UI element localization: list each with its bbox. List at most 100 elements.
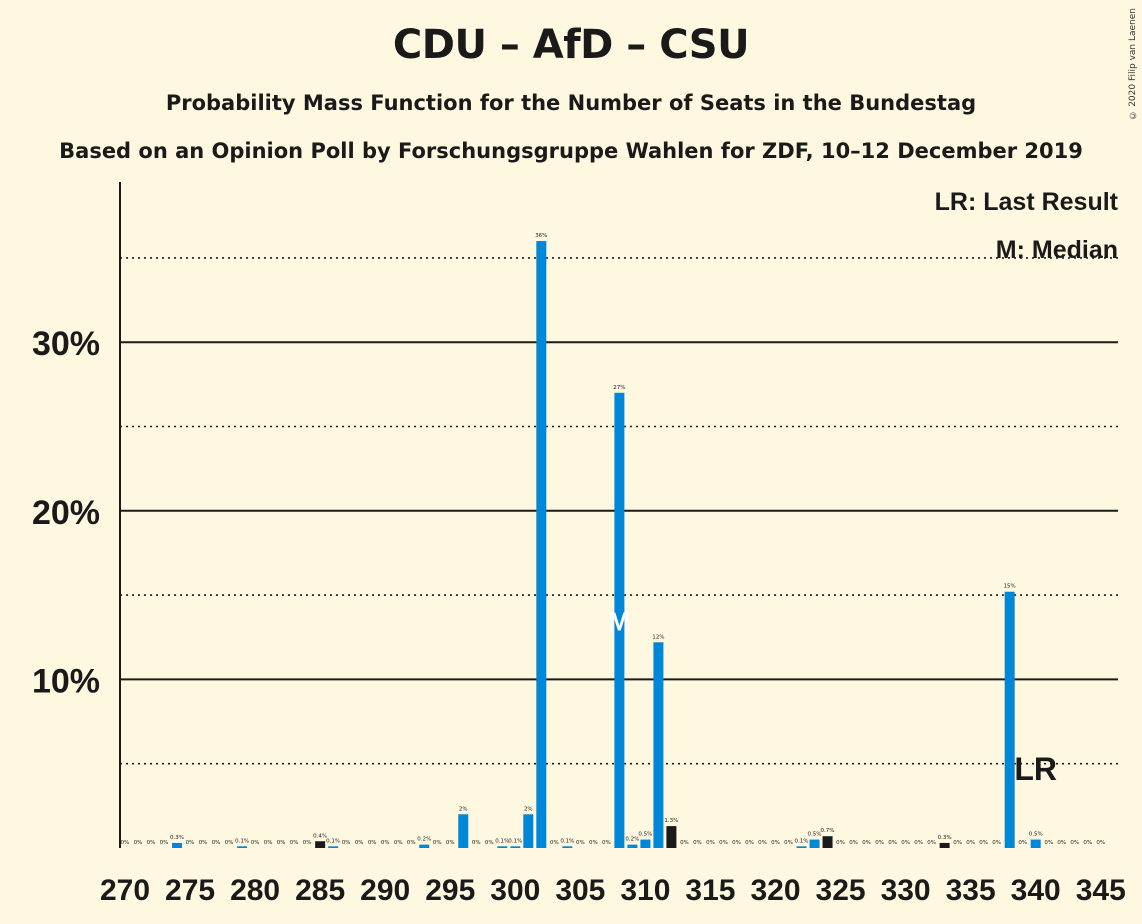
last-result-marker: LR [1014,751,1057,787]
x-tick-label: 330 [881,874,931,907]
bar-label-seat-278: 0% [225,840,234,846]
bar-label-seat-277: 0% [212,840,221,846]
bar-label-seat-325: 0% [836,840,845,846]
bar-seat-312 [666,826,677,848]
bar-label-seat-283: 0% [290,840,299,846]
median-marker: M [609,606,631,636]
bar-seat-322 [796,846,807,848]
bar-seat-293 [419,844,430,848]
bar-seat-324 [822,836,833,848]
chart-title: CDU – AfD – CSU [392,22,750,68]
bar-seat-300 [510,846,521,848]
bar-label-seat-319: 0% [758,840,767,846]
bar-seat-323 [809,839,820,848]
bar-label-seat-304: 0.1% [560,838,574,844]
bar-label-seat-306: 0% [589,840,598,846]
bar-label-seat-327: 0% [862,840,871,846]
bar-seat-309 [627,844,638,848]
y-tick-label: 30% [32,325,100,363]
bar-label-seat-345: 0% [1096,840,1105,846]
bar-label-seat-301: 2% [524,806,533,812]
x-tick-label: 310 [620,874,670,907]
x-tick-label: 305 [555,874,605,907]
bar-seat-333 [939,842,950,848]
bar-seat-279 [237,846,248,848]
bar-label-seat-273: 0% [160,840,169,846]
bar-seat-285 [315,841,326,848]
bar-seat-296 [458,814,469,848]
x-tick-label: 340 [1011,874,1061,907]
bar-labels: 0% 0% 0% 0%0.3%0% 0% 0% 0% 0.1% 0% 0% 0% 0% 0%0.4%0.… [121,233,1105,846]
x-tick-label: 300 [490,874,540,907]
bar-label-seat-331: 0% [914,840,923,846]
bar-label-seat-288: 0% [355,840,364,846]
bar-label-seat-341: 0% [1044,840,1053,846]
bar-seat-302 [536,241,547,849]
bar-label-seat-333: 0.3% [938,835,952,841]
bar-label-seat-320: 0% [771,840,780,846]
x-tick-label: 290 [360,874,410,907]
x-tick-label: 325 [816,874,866,907]
bar-label-seat-321: 0% [784,840,793,846]
bar-label-seat-332: 0% [927,840,936,846]
bar-label-seat-343: 0% [1070,840,1079,846]
bar-label-seat-281: 0% [264,840,273,846]
bar-label-seat-307: 0% [602,840,611,846]
chart-source-subtitle: Based on an Opinion Poll by Forschungsgr… [59,139,1083,163]
y-axis: 10% 20% 30% [32,182,121,848]
bar-label-seat-342: 0% [1057,840,1066,846]
bar-label-seat-308: 27% [613,385,625,391]
bar-seat-308 [614,392,625,848]
bar-label-seat-271: 0% [134,840,143,846]
bar-label-seat-275: 0% [186,840,195,846]
bar-seat-299 [497,846,508,848]
bar-label-seat-285: 0.4% [313,833,327,839]
bar-label-seat-284: 0% [303,840,312,846]
bar-label-seat-289: 0% [368,840,377,846]
bars [172,241,1041,849]
bar-label-seat-329: 0% [888,840,897,846]
legend-last-result: LR: Last Result [935,188,1119,216]
bar-label-seat-302: 36% [535,233,547,239]
x-tick-label: 280 [230,874,280,907]
bar-label-seat-315: 0% [706,840,715,846]
bar-label-seat-287: 0% [342,840,351,846]
bar-seat-338 [1004,591,1015,848]
bar-label-seat-322: 0.1% [795,838,809,844]
bar-label-seat-276: 0% [199,840,208,846]
y-tick-label: 20% [32,494,100,532]
bar-label-seat-314: 0% [693,840,702,846]
x-tick-label: 270 [100,874,150,907]
bar-label-seat-279: 0.1% [235,838,249,844]
x-tick-label: 275 [165,874,215,907]
bar-seat-301 [523,814,534,848]
bar-label-seat-294: 0% [433,840,442,846]
x-tick-label: 335 [946,874,996,907]
bar-label-seat-326: 0% [849,840,858,846]
bar-label-seat-337: 0% [992,840,1001,846]
bar-label-seat-303: 0% [550,840,559,846]
bar-seat-274 [172,842,183,848]
bar-seat-340 [1030,839,1041,848]
x-tick-label: 295 [425,874,475,907]
bar-label-seat-313: 0% [680,840,689,846]
bar-label-seat-305: 0% [576,840,585,846]
bar-seat-304 [562,846,573,848]
bar-label-seat-282: 0% [277,840,286,846]
bar-label-seat-334: 0% [953,840,962,846]
bar-label-seat-295: 0% [446,840,455,846]
markers: M LR [609,606,1057,787]
bar-label-seat-270: 0% [121,840,130,846]
legend: LR: Last Result M: Median [935,188,1119,264]
x-tick-label: 285 [295,874,345,907]
bar-label-seat-298: 0% [485,840,494,846]
bar-label-seat-310: 0.5% [638,832,652,838]
bar-label-seat-328: 0% [875,840,884,846]
bar-label-seat-291: 0% [394,840,403,846]
x-axis: 270 275 280 285 290 295 300 305 310 315 320 325 330 3… [100,874,1126,907]
bar-label-seat-344: 0% [1083,840,1092,846]
bar-label-seat-272: 0% [147,840,156,846]
x-tick-label: 315 [685,874,735,907]
bar-label-seat-292: 0% [407,840,416,846]
x-tick-label: 345 [1076,874,1126,907]
